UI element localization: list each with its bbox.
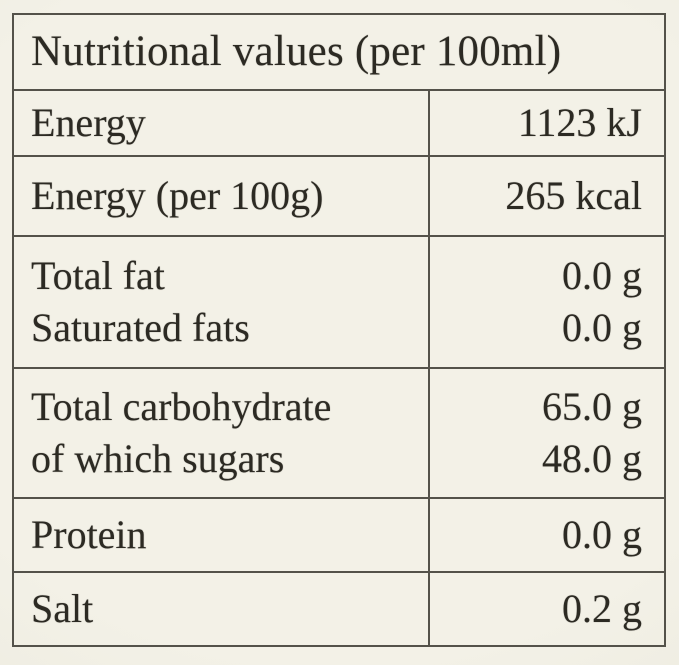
row-label-cell: Energy <box>14 91 428 156</box>
row-value-cell: 1123 kJ <box>428 90 664 156</box>
nutrition-table: Nutritional values (per 100ml) Energy 11… <box>12 13 666 647</box>
row-value: 265 kcal <box>505 172 642 218</box>
row-value-cell: 0.0 g <box>428 498 664 572</box>
row-label: Total fat <box>31 252 165 298</box>
table-row-carbohydrate: Total carbohydrate of which sugars 65.0 … <box>14 366 664 497</box>
row-label: Energy <box>31 99 146 145</box>
row-value: 0.0 g <box>562 252 642 298</box>
row-value-cell: 0.2 g <box>428 573 664 645</box>
row-value: 1123 kJ <box>517 99 642 145</box>
row-value-cell: 265 kcal <box>428 157 664 235</box>
row-label: Salt <box>31 586 94 632</box>
row-label: of which sugars <box>31 435 285 481</box>
row-label-cell: Protein <box>14 499 428 572</box>
table-row-salt: Salt 0.2 g <box>14 571 664 645</box>
row-value: 65.0 g <box>542 383 642 429</box>
table-row-energy-kcal: Energy (per 100g) 265 kcal <box>14 155 664 235</box>
row-label-cell: Total carbohydrate of which sugars <box>14 369 428 497</box>
row-value: 0.2 g <box>562 586 642 632</box>
table-row-fat: Total fat Saturated fats 0.0 g 0.0 g <box>14 234 664 367</box>
row-label-cell: Salt <box>14 573 428 645</box>
row-value: 0.0 g <box>562 512 642 558</box>
row-label: Total carbohydrate <box>31 383 332 429</box>
table-header-row: Nutritional values (per 100ml) <box>14 15 664 89</box>
row-value: 48.0 g <box>542 435 642 481</box>
table-row-protein: Protein 0.0 g <box>14 496 664 572</box>
table-row-energy: Energy 1123 kJ <box>14 88 664 156</box>
row-label-cell: Energy (per 100g) <box>14 157 428 235</box>
row-label: Protein <box>31 512 147 558</box>
row-value: 0.0 g <box>562 304 642 350</box>
row-label: Saturated fats <box>31 304 250 350</box>
table-title: Nutritional values (per 100ml) <box>31 28 562 76</box>
row-value-cell: 0.0 g 0.0 g <box>428 236 664 367</box>
row-value-cell: 65.0 g 48.0 g <box>428 368 664 497</box>
row-label: Energy (per 100g) <box>31 172 324 218</box>
row-label-cell: Total fat Saturated fats <box>14 237 428 367</box>
